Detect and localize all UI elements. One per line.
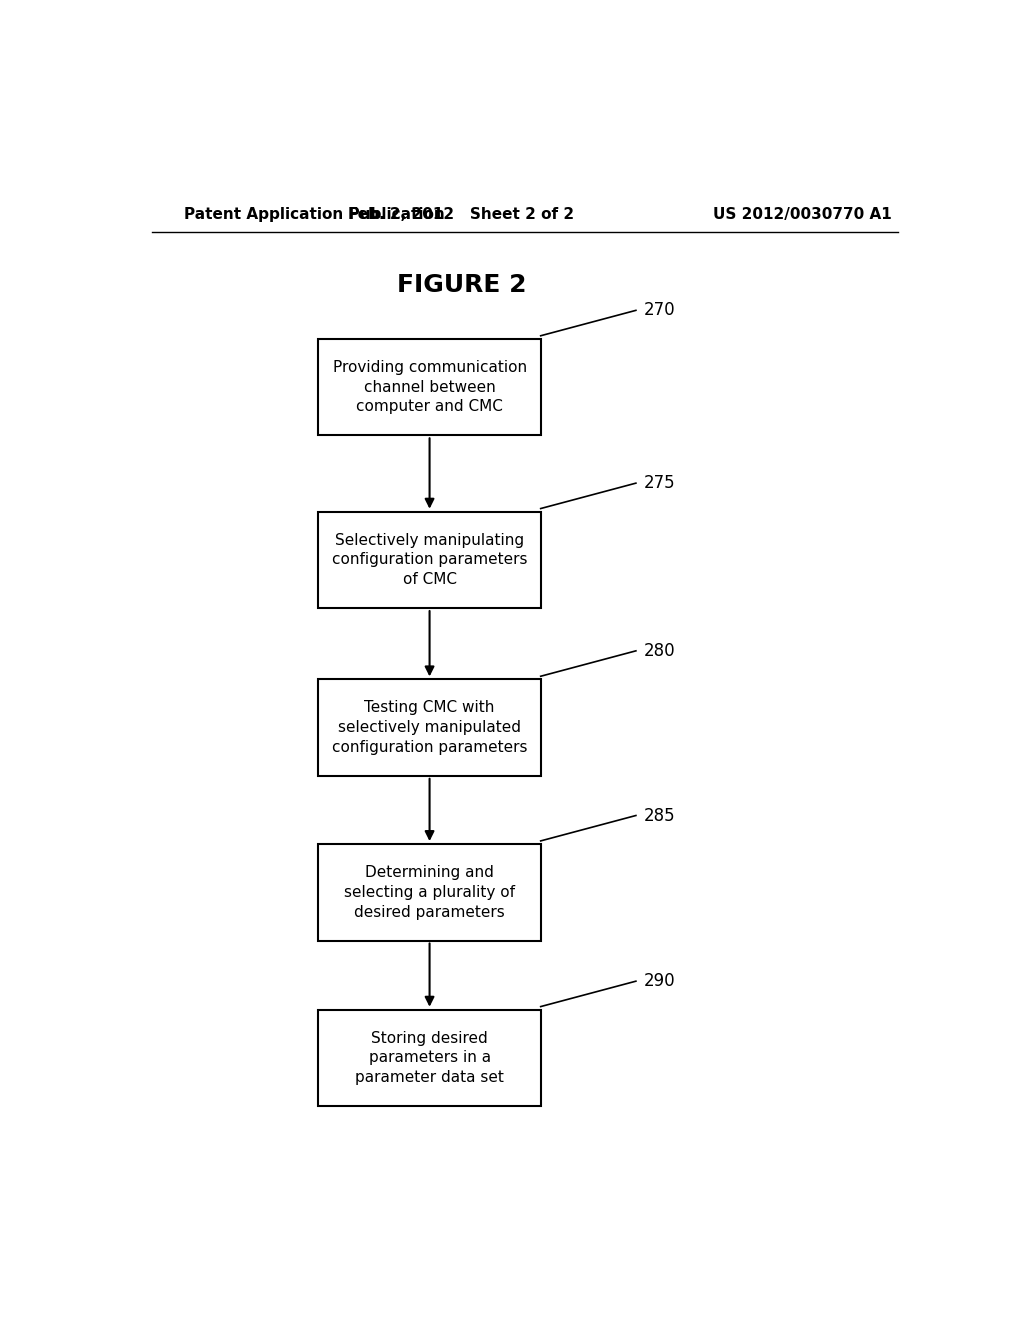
Text: Providing communication
channel between
computer and CMC: Providing communication channel between … xyxy=(333,360,526,414)
Text: 290: 290 xyxy=(644,972,676,990)
FancyBboxPatch shape xyxy=(318,1010,541,1106)
Text: Testing CMC with
selectively manipulated
configuration parameters: Testing CMC with selectively manipulated… xyxy=(332,701,527,755)
FancyBboxPatch shape xyxy=(318,680,541,776)
Text: US 2012/0030770 A1: US 2012/0030770 A1 xyxy=(713,207,892,222)
FancyBboxPatch shape xyxy=(318,339,541,436)
FancyBboxPatch shape xyxy=(318,512,541,609)
Text: 275: 275 xyxy=(644,474,676,492)
Text: Patent Application Publication: Patent Application Publication xyxy=(183,207,444,222)
Text: FIGURE 2: FIGURE 2 xyxy=(396,273,526,297)
Text: Feb. 2, 2012   Sheet 2 of 2: Feb. 2, 2012 Sheet 2 of 2 xyxy=(348,207,574,222)
Text: Determining and
selecting a plurality of
desired parameters: Determining and selecting a plurality of… xyxy=(344,865,515,920)
Text: Selectively manipulating
configuration parameters
of CMC: Selectively manipulating configuration p… xyxy=(332,532,527,587)
Text: 285: 285 xyxy=(644,807,676,825)
FancyBboxPatch shape xyxy=(318,843,541,941)
Text: 280: 280 xyxy=(644,642,676,660)
Text: Storing desired
parameters in a
parameter data set: Storing desired parameters in a paramete… xyxy=(355,1031,504,1085)
Text: 270: 270 xyxy=(644,301,676,319)
